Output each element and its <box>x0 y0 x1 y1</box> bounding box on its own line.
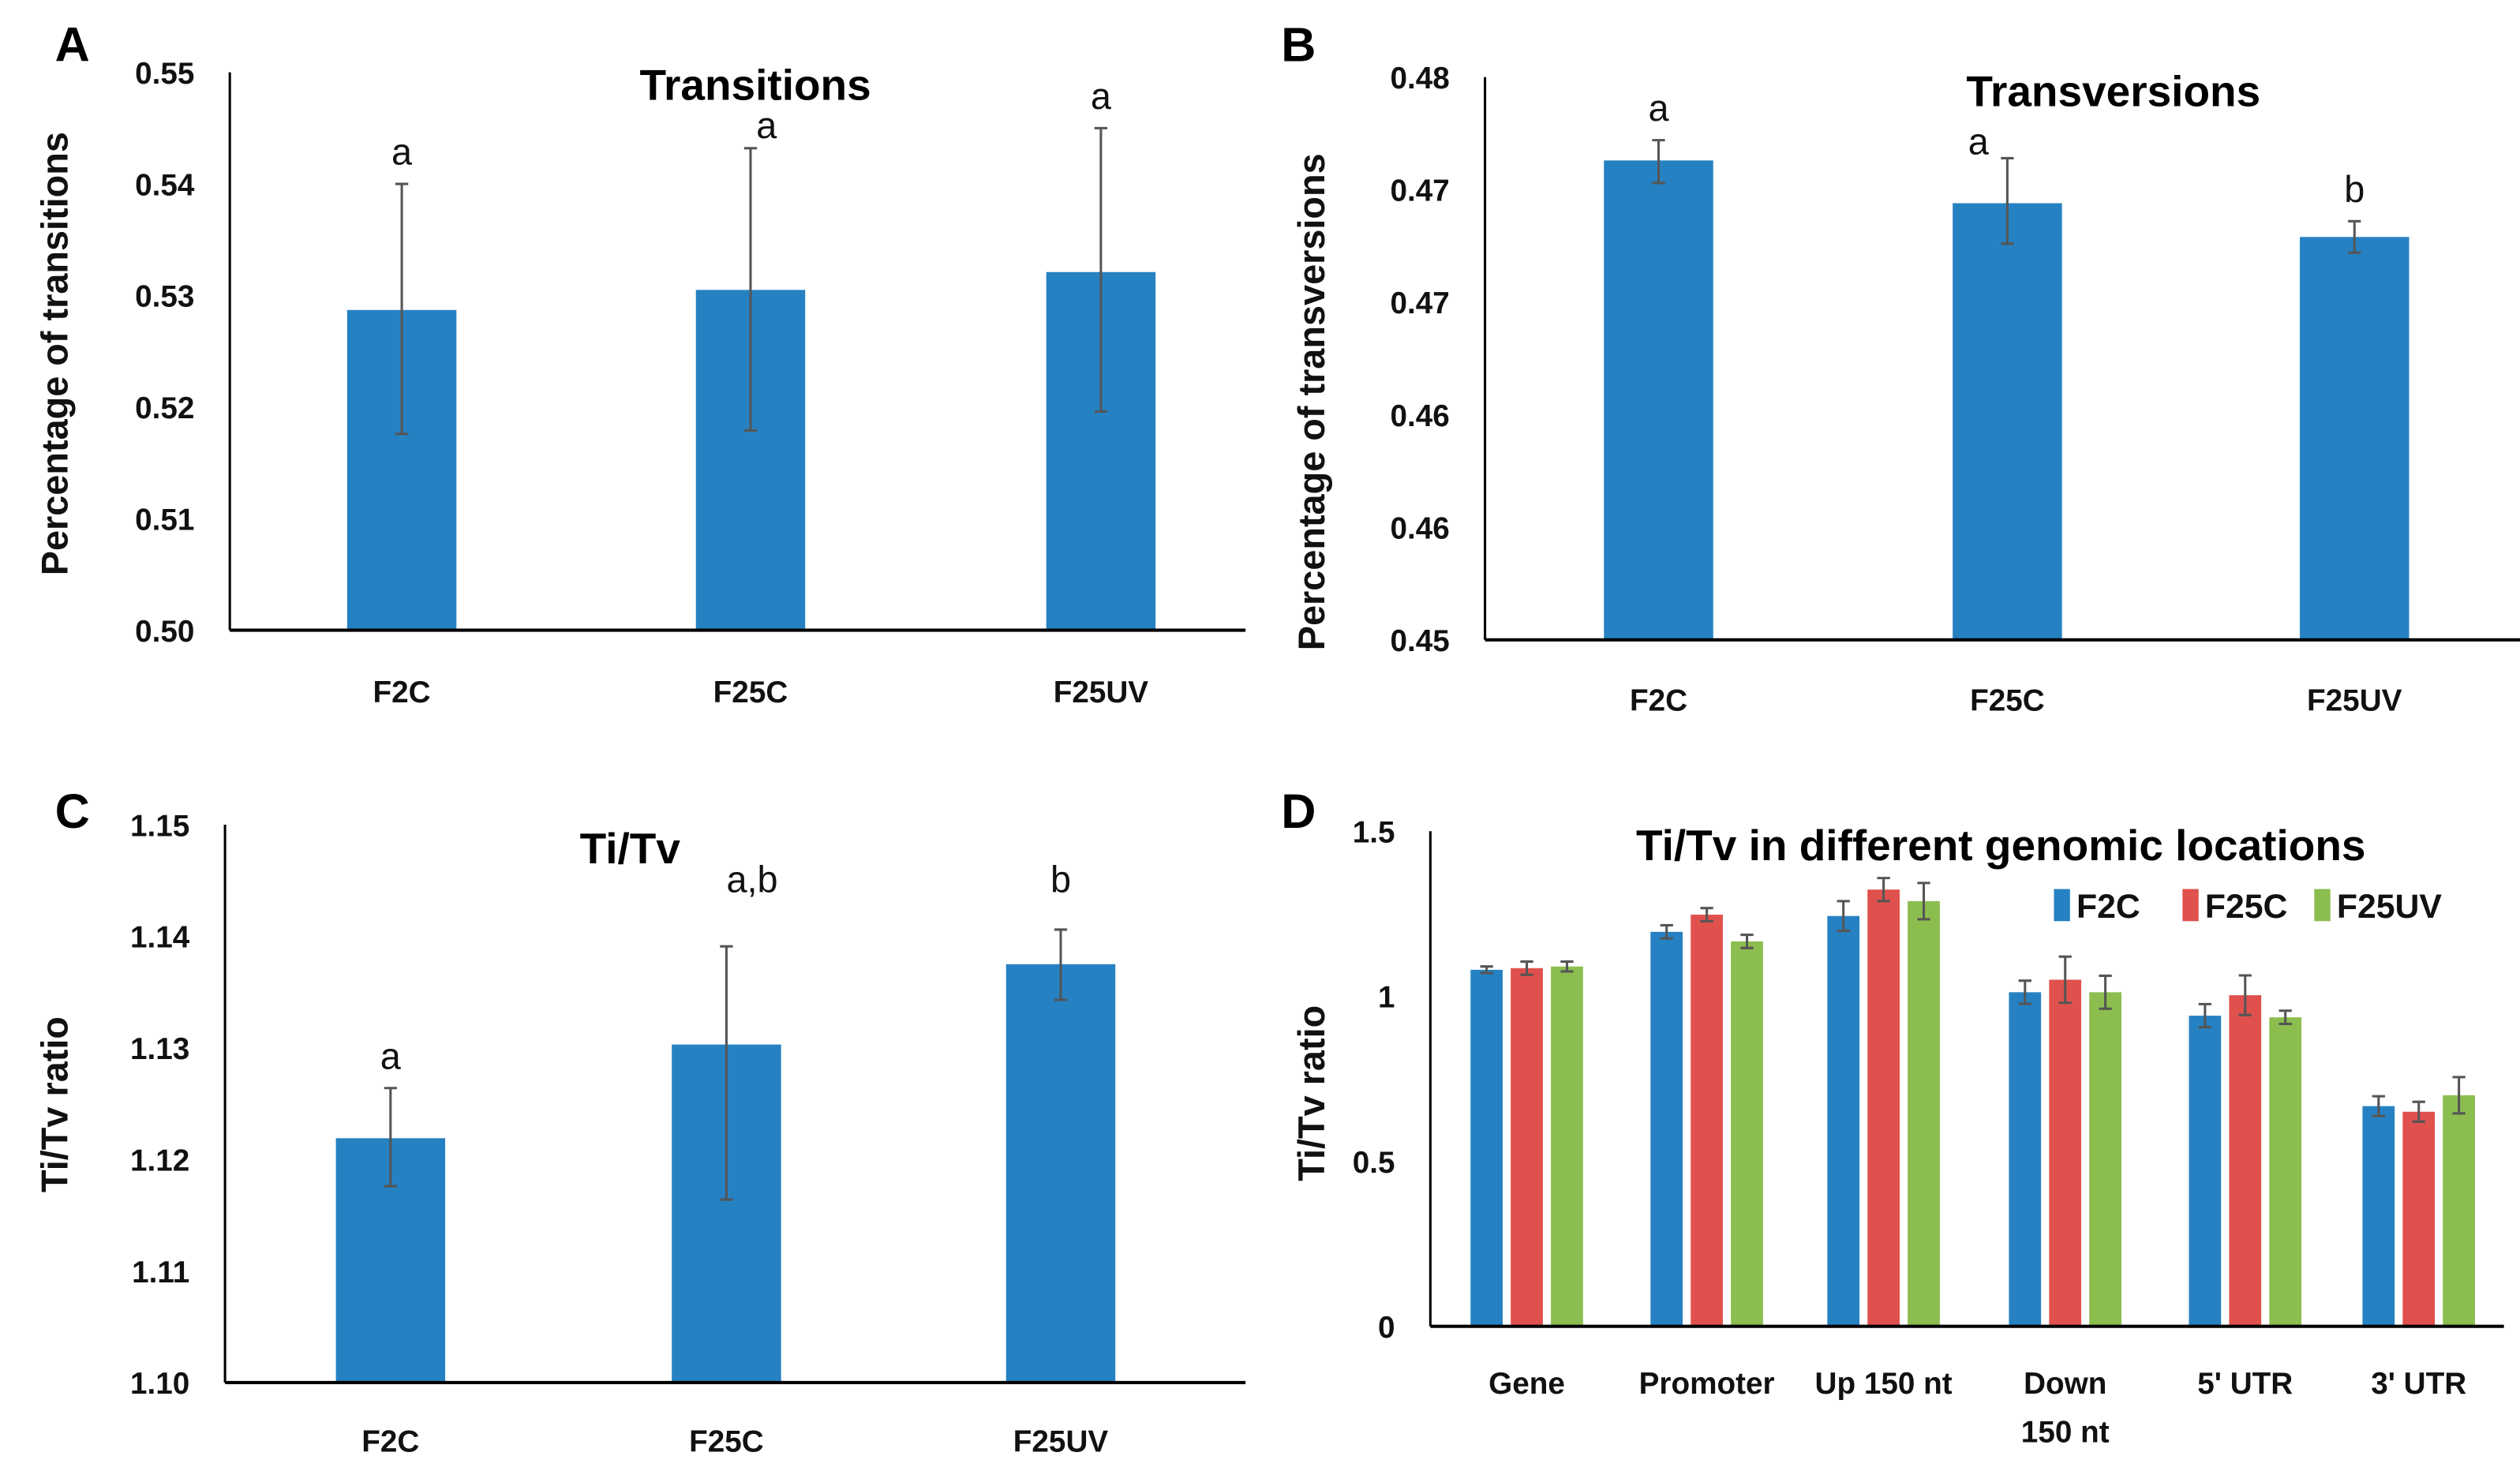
y-tick-label: 0.55 <box>135 57 194 91</box>
y-tick-label: 0.47 <box>1390 286 1449 320</box>
bar-f25uv <box>1731 941 1763 1327</box>
y-tick-label: 0 <box>1378 1311 1395 1345</box>
y-tick-label: 1.14 <box>130 921 190 955</box>
y-tick-label: 0.54 <box>135 168 195 202</box>
y-tick-label: 0.47 <box>1390 174 1449 208</box>
y-tick-label: 0.48 <box>1390 62 1449 95</box>
y-tick-label: 1.12 <box>130 1143 189 1177</box>
y-tick-label: 0.5 <box>1353 1146 1395 1180</box>
panel-a: A Transitions Percentage of transitions 0.5… <box>35 17 1246 709</box>
bar-f25c <box>1691 915 1723 1327</box>
significance-letter: a,b <box>726 859 777 900</box>
bar-f2c <box>1470 969 1503 1327</box>
bar-f25uv <box>2089 992 2121 1327</box>
x-tick-label: 150 nt <box>2021 1415 2110 1449</box>
significance-letter: b <box>1050 859 1071 900</box>
x-tick-label: 3' UTR <box>2371 1367 2466 1401</box>
x-tick-label: F25C <box>1970 683 2045 717</box>
y-tick-label: 0.53 <box>135 280 194 314</box>
x-tick-label: F25UV <box>2307 683 2402 717</box>
x-tick-label: Promoter <box>1639 1367 1775 1401</box>
chart-title: Transversions <box>1966 66 2260 115</box>
y-tick-label: 1.13 <box>130 1032 189 1066</box>
y-tick-label: 1.5 <box>1353 815 1395 849</box>
panel-letter: D <box>1281 784 1316 838</box>
chart-title: Ti/Tv <box>580 824 681 873</box>
bar-f25uv <box>2269 1017 2302 1327</box>
significance-letter: a <box>756 105 777 146</box>
y-tick-label: 0.46 <box>1390 511 1449 545</box>
significance-letter: b <box>2344 169 2365 210</box>
bar-f25c <box>2049 979 2082 1327</box>
y-tick-label: 1 <box>1378 981 1395 1015</box>
significance-letter: a <box>1091 76 1112 117</box>
y-tick-label: 0.50 <box>135 615 194 649</box>
y-axis-label: Percentage of transversions <box>1291 153 1332 650</box>
legend-swatch <box>2182 889 2199 922</box>
y-tick-label: 0.51 <box>135 503 194 537</box>
significance-letter: a <box>391 132 413 173</box>
x-tick-label: F2C <box>361 1425 419 1459</box>
x-tick-label: Gene <box>1488 1367 1565 1401</box>
bar-f2c <box>2189 1016 2222 1327</box>
bar-f25c <box>2229 995 2262 1327</box>
chart-title: Ti/Tv in different genomic locations <box>1636 821 2365 870</box>
bar-f25uv <box>1908 900 1940 1327</box>
bar-f25uv <box>1551 966 1583 1327</box>
x-tick-label: Down <box>2024 1367 2106 1401</box>
bar <box>2300 237 2410 640</box>
legend-swatch <box>2054 889 2070 922</box>
bar-f2c <box>1650 931 1683 1327</box>
bar-f25c <box>1867 889 1900 1327</box>
bar-f2c <box>2009 992 2042 1327</box>
y-axis-label: Percentage of transitions <box>35 132 76 575</box>
bar-f25c <box>1511 968 1543 1327</box>
y-tick-label: 0.52 <box>135 391 194 425</box>
x-tick-label: F25C <box>689 1425 764 1459</box>
x-tick-label: F25UV <box>1013 1425 1109 1459</box>
y-tick-label: 0.45 <box>1390 624 1449 658</box>
legend-swatch <box>2314 889 2331 922</box>
panel-letter: C <box>55 784 90 838</box>
y-tick-label: 0.46 <box>1390 399 1449 433</box>
bar <box>1953 203 2062 640</box>
panel-letter: B <box>1281 17 1316 71</box>
panel-letter: A <box>55 17 90 71</box>
y-tick-label: 1.11 <box>132 1256 189 1289</box>
chart-title: Transitions <box>639 60 871 109</box>
bar <box>1604 160 1713 640</box>
panel-c: C Ti/Tv Ti/Tv ratio 1.10 1.11 1.12 1.13 1.14 1.1… <box>35 784 1246 1459</box>
y-axis-label: Ti/Tv ratio <box>35 1016 76 1192</box>
legend-label: F25UV <box>2337 888 2443 926</box>
y-axis-label: Ti/Tv ratio <box>1291 1005 1332 1181</box>
bar <box>1005 964 1116 1383</box>
significance-letter: a <box>380 1035 402 1076</box>
bar-f2c <box>2362 1106 2395 1327</box>
x-tick-label: 5' UTR <box>2197 1367 2293 1401</box>
y-tick-label: 1.15 <box>130 809 189 843</box>
bar-f2c <box>1827 915 1860 1327</box>
legend-label: F25C <box>2205 888 2288 926</box>
panel-d: D Ti/Tv in different genomic locations Ti/… <box>1281 784 2504 1449</box>
significance-letter: a <box>1648 88 1669 129</box>
x-tick-label: F25C <box>713 676 788 709</box>
y-tick-label: 1.10 <box>130 1367 189 1401</box>
x-tick-label: F25UV <box>1054 676 1149 709</box>
panel-b: B Transversions Percentage of transversion… <box>1281 17 2520 717</box>
x-tick-label: Up 150 nt <box>1815 1367 1953 1401</box>
legend-label: F2C <box>2076 888 2140 926</box>
x-tick-label: F2C <box>1630 683 1687 717</box>
bar-f25c <box>2402 1111 2436 1327</box>
bar-f25uv <box>2443 1095 2475 1327</box>
significance-letter: a <box>1968 122 1990 163</box>
x-tick-label: F2C <box>373 676 431 709</box>
